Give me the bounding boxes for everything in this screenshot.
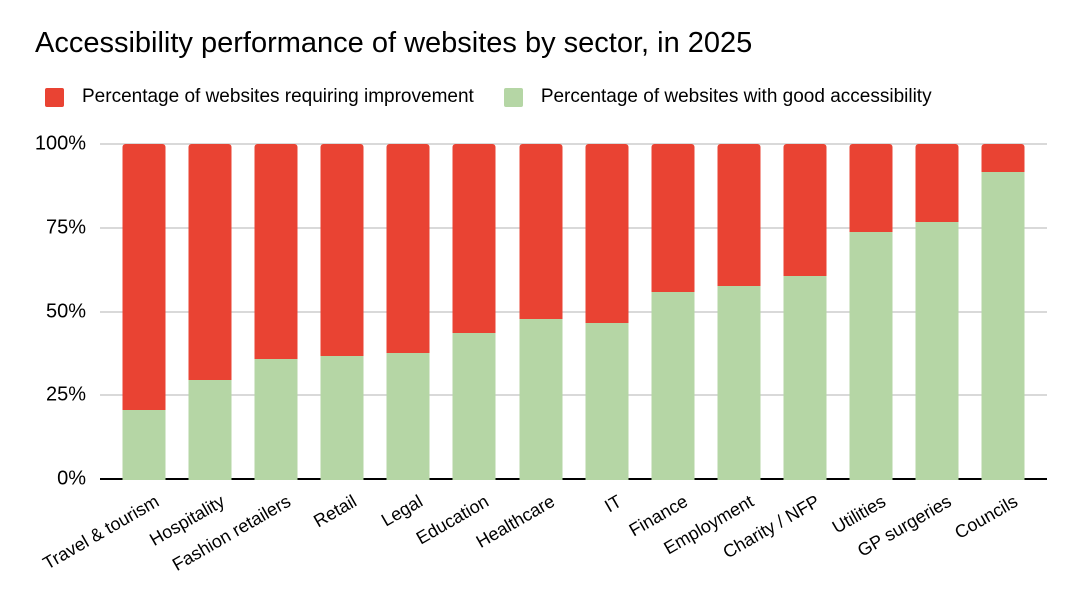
- y-axis-tick-label: 50%: [45, 300, 86, 322]
- bar-segment-requiring-improvement: [585, 144, 629, 323]
- stacked-bar: [585, 144, 629, 480]
- stacked-bar: [981, 144, 1025, 480]
- bar-segment-good-accessibility: [320, 356, 364, 480]
- bar-segment-good-accessibility: [188, 379, 232, 480]
- gridline: [100, 143, 1047, 145]
- bar-segment-requiring-improvement: [320, 144, 364, 357]
- gridline: [100, 226, 1047, 229]
- bar-slot-hospitality: Hospitality: [146, 144, 243, 550]
- bar-segment-good-accessibility: [651, 292, 695, 480]
- bar-segment-good-accessibility: [915, 222, 959, 480]
- bar-slot-charity-nfp: Charity / NFP: [719, 144, 838, 562]
- bar-segment-good-accessibility: [452, 332, 496, 480]
- bar-segment-good-accessibility: [981, 171, 1025, 480]
- bar-slot-retail: Retail: [309, 144, 375, 531]
- bar-segment-good-accessibility: [585, 322, 629, 480]
- bar-segment-requiring-improvement: [188, 144, 232, 380]
- legend-label-requiring-improvement: Percentage of websites requiring improve…: [82, 86, 474, 107]
- bar-segment-requiring-improvement: [519, 144, 562, 320]
- bar-slot-gp-surgeries: GP surgeries: [854, 144, 970, 561]
- plot-area: Travel & tourism Hospitality Fashion retai…: [39, 143, 1047, 575]
- stacked-bar: [320, 144, 364, 480]
- stacked-bar: [122, 144, 166, 480]
- bar-segment-requiring-improvement: [783, 144, 827, 276]
- bar-slot-utilities: Utilities: [829, 144, 904, 537]
- chart-title: Accessibility performance of websites by…: [35, 27, 753, 59]
- bar-segment-good-accessibility: [122, 409, 166, 480]
- stacked-bar: [452, 144, 496, 480]
- bar-segment-requiring-improvement: [981, 144, 1025, 172]
- bar-segment-requiring-improvement: [386, 144, 430, 353]
- stacked-bar: [717, 144, 761, 480]
- x-axis-baseline: [100, 478, 1047, 480]
- bar-segment-good-accessibility: [717, 285, 761, 480]
- x-axis-category-label: IT: [600, 491, 625, 517]
- bar-segment-requiring-improvement: [717, 144, 761, 286]
- bar-segment-requiring-improvement: [122, 144, 166, 410]
- bar-slot-travel-tourism: Travel & tourism: [39, 144, 177, 574]
- bar-slot-finance: Finance: [625, 144, 706, 540]
- x-axis-category-label: Councils: [951, 491, 1022, 543]
- bar-slot-legal: Legal: [375, 144, 441, 530]
- bar-segment-good-accessibility: [386, 352, 430, 480]
- bar-slot-fashion-retailers: Fashion retailers: [169, 144, 309, 575]
- bar-segment-good-accessibility: [254, 359, 298, 480]
- bar-segment-good-accessibility: [519, 319, 562, 480]
- legend: Percentage of websites requiring improve…: [45, 86, 932, 108]
- y-axis-tick-label: 75%: [45, 216, 86, 239]
- bar-segment-good-accessibility: [849, 232, 893, 480]
- gridline: [100, 394, 1047, 397]
- stacked-bar: [915, 144, 959, 480]
- y-axis-tick-label: 100%: [34, 132, 86, 155]
- stacked-bar: [783, 144, 827, 480]
- x-axis-category-label: Fashion retailers: [168, 491, 295, 575]
- stacked-bar: [386, 144, 430, 480]
- bar-slot-employment: Employment: [660, 144, 772, 558]
- x-axis-category-label: Legal: [378, 491, 427, 531]
- stacked-bar: [254, 144, 298, 480]
- legend-swatch-green: [503, 87, 523, 107]
- bar-slots: Travel & tourism Hospitality Fashion retai…: [39, 144, 1047, 575]
- stacked-bar: [849, 144, 893, 480]
- y-axis-tick-label: 0%: [57, 467, 86, 490]
- x-axis-category-label: Retail: [310, 491, 361, 532]
- legend-label-good-accessibility: Percentage of websites with good accessi…: [540, 86, 932, 107]
- bar-segment-good-accessibility: [783, 275, 827, 480]
- bar-slot-councils: Councils: [951, 144, 1036, 543]
- stacked-bar: [519, 144, 562, 480]
- legend-swatch-red: [45, 87, 64, 107]
- bar-segment-requiring-improvement: [651, 144, 695, 293]
- bar-segment-requiring-improvement: [254, 144, 298, 360]
- legend-item-requiring-improvement: Percentage of websites requiring improve…: [45, 86, 474, 108]
- bar-slot-it: IT: [574, 144, 640, 516]
- bar-slot-education: Education: [413, 144, 507, 548]
- gridline: [100, 310, 1047, 313]
- bar-segment-requiring-improvement: [452, 144, 496, 333]
- bar-slot-healthcare: Healthcare: [473, 144, 573, 552]
- stacked-bar: [188, 144, 232, 480]
- y-axis-tick-label: 25%: [45, 383, 86, 406]
- bar-segment-requiring-improvement: [849, 144, 893, 233]
- legend-item-good-accessibility: Percentage of websites with good accessi…: [503, 86, 932, 108]
- x-axis-category-label: Travel & tourism: [39, 491, 163, 574]
- stacked-bar: [651, 144, 695, 480]
- bar-segment-requiring-improvement: [915, 144, 959, 223]
